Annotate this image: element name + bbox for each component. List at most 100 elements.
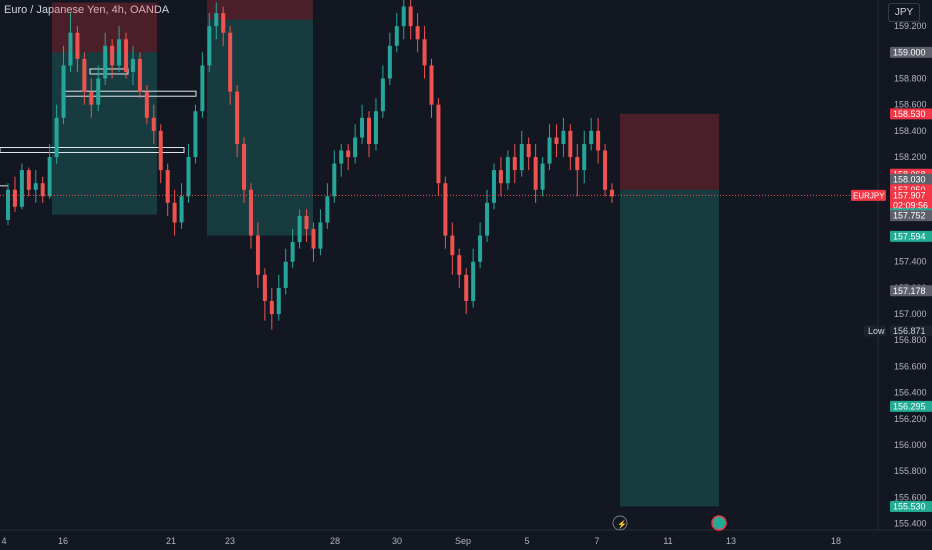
candle-body — [33, 183, 38, 190]
candle-body — [110, 45, 115, 66]
candle-body — [47, 157, 52, 197]
symbol-label-bg — [851, 189, 886, 201]
x-tick-label: 11 — [663, 536, 672, 546]
y-tick-label: 156.200 — [894, 414, 927, 424]
candle-body — [179, 196, 184, 223]
candle-body — [75, 32, 80, 59]
candle-body — [235, 91, 240, 144]
candle-body — [130, 58, 135, 72]
candle-body — [394, 26, 399, 46]
countdown-label: 02:09:56 — [893, 200, 928, 210]
candle-body — [491, 170, 496, 203]
candle-body — [26, 170, 31, 190]
price-label: 157.907 — [893, 190, 926, 200]
y-tick-label: 156.000 — [894, 440, 927, 450]
candle-body — [117, 39, 122, 66]
x-tick-label: 23 — [225, 536, 235, 546]
candle-body — [540, 163, 545, 190]
candle-body — [387, 45, 392, 79]
candle-body — [498, 170, 503, 184]
candle-body — [318, 222, 323, 249]
candle-body — [144, 91, 149, 118]
candle-body — [193, 111, 198, 158]
candle-body — [255, 235, 260, 275]
candle-body — [367, 117, 372, 144]
price-label: 158.030 — [893, 174, 926, 184]
price-label: 157.594 — [893, 231, 926, 241]
candle-body — [82, 58, 87, 92]
event-icon[interactable] — [711, 515, 727, 531]
candle-body — [221, 13, 226, 33]
candle-body — [68, 32, 73, 66]
candle-body — [471, 261, 476, 301]
candle-body — [248, 189, 253, 236]
candle-body — [603, 150, 608, 190]
candle-body — [464, 274, 469, 301]
price-label-bg — [890, 108, 932, 120]
candle-body — [12, 189, 17, 207]
y-tick-label: 158.800 — [894, 74, 927, 84]
candle-body — [200, 65, 205, 112]
x-tick-label: 18 — [831, 536, 841, 546]
candle-body — [186, 157, 191, 197]
currency-button[interactable]: JPY — [888, 3, 920, 22]
x-tick-label: 5 — [524, 536, 529, 546]
candle-body — [547, 137, 552, 164]
candle-body — [40, 183, 45, 197]
candle-body — [158, 130, 163, 171]
low-price-label: 156.871 — [893, 326, 926, 336]
sl-zone-2 — [207, 0, 313, 20]
candle-body — [401, 6, 406, 27]
candle-body — [526, 143, 531, 158]
candle-body — [429, 65, 434, 105]
candle-body — [269, 300, 274, 315]
y-tick-label: 158.200 — [894, 152, 927, 162]
candle-body — [589, 130, 594, 144]
y-tick-label: 156.800 — [894, 335, 927, 345]
low-marker-bg — [864, 325, 886, 337]
y-tick-label: 157.400 — [894, 257, 927, 267]
price-label-bg — [890, 285, 932, 297]
candle-body — [415, 26, 420, 40]
candle-body — [610, 189, 614, 197]
candle-body — [554, 137, 559, 144]
candle-body — [242, 143, 247, 190]
candle-body — [151, 117, 156, 131]
candle-body — [6, 189, 10, 220]
candle-body — [290, 242, 295, 262]
drawing-box-2 — [0, 146, 185, 153]
candle-body — [297, 215, 302, 243]
candle-body — [533, 157, 538, 190]
candle-body — [137, 58, 142, 92]
position-stop-zone — [620, 113, 719, 190]
candle-body — [214, 13, 219, 27]
candle-body — [19, 170, 24, 207]
y-tick-label: 155.600 — [894, 492, 927, 502]
candle-body — [325, 196, 330, 223]
candle-body — [373, 111, 378, 144]
candle-body — [478, 235, 483, 262]
y-tick-label: 159.200 — [894, 21, 927, 31]
candle-body — [450, 235, 455, 256]
lightning-icon[interactable] — [612, 515, 628, 531]
candle-body — [172, 202, 177, 223]
candle-body — [568, 130, 573, 158]
candle-body — [519, 143, 524, 171]
tp-zone-2 — [207, 19, 313, 236]
candle-body — [353, 137, 358, 158]
candle-body — [360, 117, 365, 138]
price-label: 157.752 — [893, 211, 926, 221]
candle-body — [561, 130, 566, 144]
position-target-zone — [620, 189, 719, 507]
lightning-glyph: ⚡ — [617, 519, 627, 529]
y-tick-label: 156.400 — [894, 388, 927, 398]
candle-body — [436, 104, 441, 184]
candle-body — [207, 26, 212, 66]
candle-body — [408, 6, 413, 27]
candle-body — [485, 202, 490, 236]
chart-title: Euro / Japanese Yen, 4h, OANDA — [4, 4, 169, 16]
price-label-bg — [890, 400, 932, 412]
x-tick-label: 30 — [392, 536, 402, 546]
price-label-bg — [890, 230, 932, 242]
